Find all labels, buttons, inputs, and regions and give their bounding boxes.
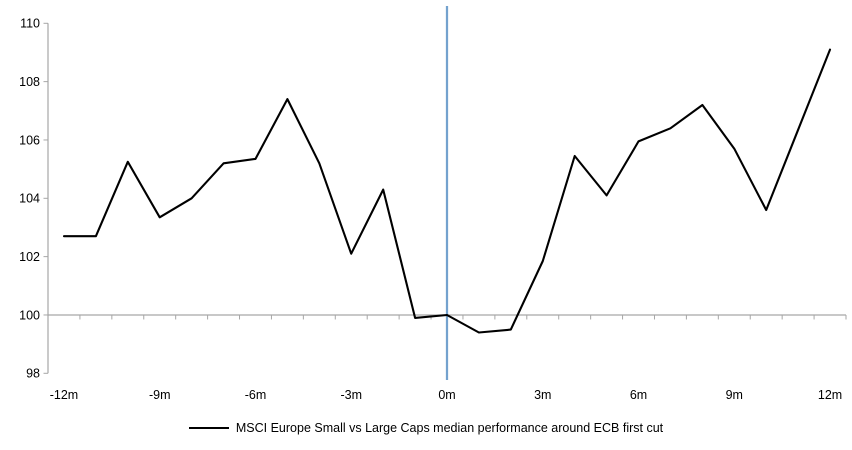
- x-axis-tick-label: 0m: [438, 388, 455, 402]
- y-axis-tick-label: 106: [19, 133, 40, 147]
- y-axis-tick-label: 108: [19, 75, 40, 89]
- y-axis-tick-label: 100: [19, 308, 40, 322]
- x-axis-tick-label: 6m: [630, 388, 647, 402]
- x-axis-tick-label: 3m: [534, 388, 551, 402]
- x-axis-tick-label: -9m: [149, 388, 171, 402]
- x-axis-tick-label: 12m: [818, 388, 842, 402]
- series-line-msci-small-vs-large: [62, 48, 832, 334]
- x-axis-tick-label: -6m: [245, 388, 267, 402]
- x-axis-tick-label: -3m: [340, 388, 362, 402]
- y-axis-tick-label: 102: [19, 250, 40, 264]
- x-axis-tick-label: 9m: [726, 388, 743, 402]
- legend: MSCI Europe Small vs Large Caps median p…: [0, 419, 852, 437]
- legend-label: MSCI Europe Small vs Large Caps median p…: [235, 421, 664, 435]
- legend-line-sample: [188, 427, 229, 429]
- x-axis-tick-label: -12m: [50, 388, 78, 402]
- y-axis-tick-label: 110: [20, 17, 40, 31]
- y-axis-tick-label: 104: [19, 192, 40, 206]
- y-axis-tick-label: 98: [26, 367, 40, 381]
